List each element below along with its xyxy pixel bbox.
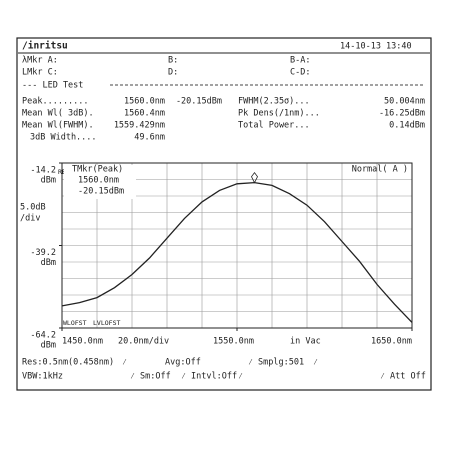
marker-label: D: bbox=[168, 68, 178, 78]
x-tick-label: 1650.0nm bbox=[371, 337, 412, 347]
result-value: 1559.429nm bbox=[114, 121, 165, 131]
separator: ⁄ bbox=[130, 372, 135, 382]
result-label: Mean Wl(FWHM). bbox=[22, 121, 94, 131]
result-label: 3dB Width.... bbox=[30, 133, 97, 143]
trace-mode: Normal( A ) bbox=[352, 165, 408, 175]
result-value: 0.14dBm bbox=[389, 121, 425, 131]
offset-label: WLOFST bbox=[63, 319, 87, 327]
result-label: Peak......... bbox=[22, 97, 89, 107]
datetime: 14-10-13 13:40 bbox=[340, 42, 412, 52]
x-note: in Vac bbox=[290, 337, 321, 347]
setting: Sm:Off bbox=[140, 372, 171, 382]
result-value: 1560.4nm bbox=[124, 109, 165, 119]
marker-y: -20.15dBm bbox=[78, 187, 124, 197]
result-value: -16.25dBm bbox=[379, 109, 425, 119]
result-label: Total Power... bbox=[238, 121, 310, 131]
marker-label: TMkr(Peak) bbox=[72, 165, 123, 175]
peak-marker bbox=[251, 171, 258, 184]
y-scale: 5.0dB bbox=[20, 203, 46, 213]
x-tick-label: 1550.0nm bbox=[213, 337, 254, 347]
result-label: Pk Dens(/1nm)... bbox=[238, 109, 320, 119]
y-scale-unit: /div bbox=[20, 214, 40, 224]
setting: Res:0.5nm(0.458nm) bbox=[22, 358, 114, 368]
setting: Avg:Off bbox=[165, 358, 201, 368]
result-value: 49.6nm bbox=[134, 133, 165, 143]
separator: ⁄ bbox=[181, 372, 186, 382]
result-label: FWHM(2.35σ)... bbox=[238, 97, 310, 107]
logo: /inritsu bbox=[22, 41, 68, 52]
separator: ⁄ bbox=[238, 372, 243, 382]
marker-box bbox=[64, 165, 136, 199]
offset-label: LVLOFST bbox=[93, 319, 120, 327]
section-title: --- LED Test bbox=[22, 81, 83, 91]
setting: Att Off bbox=[390, 372, 426, 382]
result-value: 1560.0nm bbox=[124, 97, 165, 107]
setting: Intvl:Off bbox=[191, 372, 237, 382]
y-unit: dBm bbox=[41, 258, 56, 268]
result-value: 50.004nm bbox=[384, 97, 425, 107]
y-tick-label: -64.2 bbox=[30, 331, 56, 341]
marker-label: C-D: bbox=[290, 68, 310, 78]
x-tick-label: 1450.0nm bbox=[62, 337, 103, 347]
separator: ⁄ bbox=[248, 358, 253, 368]
trace bbox=[61, 181, 413, 323]
y-unit: dBm bbox=[41, 176, 56, 186]
separator: ⁄ bbox=[313, 358, 318, 368]
result-label: Mean Wl( 3dB). bbox=[22, 109, 94, 119]
marker-x: 1560.0nm bbox=[78, 176, 119, 186]
marker-label: B: bbox=[168, 56, 178, 66]
setting: VBW:1kHz bbox=[22, 372, 63, 382]
screen-frame bbox=[16, 37, 432, 391]
y-unit: dBm bbox=[41, 341, 56, 351]
y-tick-label: -14.2 bbox=[30, 166, 56, 176]
marker-label: B-A: bbox=[290, 56, 310, 66]
setting: Smplg:501 bbox=[258, 358, 304, 368]
y-tick-label: -39.2 bbox=[30, 248, 56, 258]
result-value: -20.15dBm bbox=[176, 97, 222, 107]
marker-label: λMkr A: bbox=[22, 56, 58, 66]
x-scale: 20.0nm/div bbox=[118, 337, 169, 347]
separator: ⁄ bbox=[380, 372, 385, 382]
marker-label: LMkr C: bbox=[22, 68, 58, 78]
separator: ⁄ bbox=[122, 358, 127, 368]
ref-label: REF bbox=[58, 168, 70, 176]
